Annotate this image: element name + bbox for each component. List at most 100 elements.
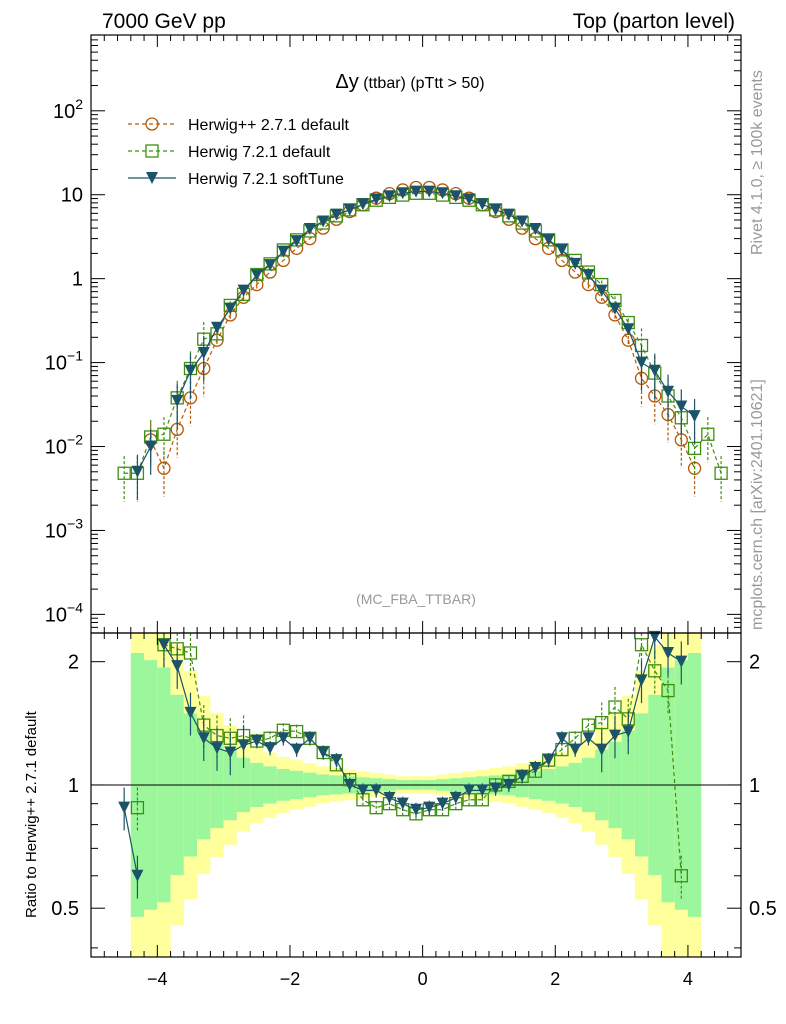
data-point: [516, 215, 529, 228]
y-tick-base: 10: [53, 101, 75, 123]
ratio-point: [476, 784, 489, 797]
data-point: [622, 323, 635, 336]
legend-label-herwigpp: Herwig++ 2.7.1 default: [188, 117, 350, 134]
y-tick-label: 10−2: [45, 432, 83, 459]
ratio-uncertainty-bands: [130, 633, 702, 957]
y-tick-base: 10: [45, 520, 67, 542]
ratio-series-layer: [118, 630, 688, 899]
series-0: [144, 180, 702, 497]
y-tick-exponent: −2: [67, 432, 83, 448]
data-point: [264, 259, 277, 272]
ratio-point: [131, 869, 144, 882]
ratio-point: [542, 754, 555, 767]
ratio-series-1: [118, 630, 688, 899]
ratio-y-tick-label-left: 1: [68, 775, 79, 797]
ratio-y-tick-label-right: 0.5: [749, 898, 777, 920]
data-point: [144, 440, 157, 453]
series-1: [117, 186, 728, 502]
data-point: [383, 190, 396, 203]
y-tick-label: 102: [53, 96, 83, 123]
data-point: [157, 427, 171, 441]
data-point: [131, 465, 144, 478]
ratio-point: [118, 801, 131, 814]
x-tick-label: −2: [280, 969, 301, 989]
data-point: [555, 243, 568, 256]
x-tick-label: 2: [550, 969, 560, 989]
ratio-point: [595, 743, 608, 756]
rivet-version-label: Rivet 4.1.0, ≥ 100k events: [749, 70, 766, 255]
ratio-point: [622, 725, 635, 738]
data-point: [277, 245, 290, 258]
ratio-point: [343, 778, 356, 791]
y-tick-exponent: −4: [67, 599, 83, 615]
ratio-point: [370, 784, 383, 797]
series-line: [150, 186, 696, 470]
header-left-label: 7000 GeV pp: [102, 10, 226, 33]
ratio-point: [595, 715, 609, 730]
ratio-point: [674, 869, 688, 883]
ratio-point: [648, 630, 661, 643]
ratio-point: [330, 754, 343, 767]
data-point: [317, 215, 330, 228]
ratio-point: [356, 784, 369, 797]
ratio-y-tick-label-right: 2: [749, 652, 760, 674]
data-point: [502, 208, 515, 221]
ratio-point: [675, 655, 688, 668]
ratio-point: [396, 797, 409, 810]
ratio-line: [123, 807, 139, 876]
data-point: [171, 394, 184, 407]
legend-item-softtune: Herwig 7.2.1 softTune: [128, 171, 344, 188]
ratio-point: [608, 729, 621, 742]
y-tick-label: 10−1: [45, 348, 83, 375]
ratio-point: [157, 638, 170, 651]
x-tick-label: 4: [683, 969, 693, 989]
y-tick-base: 10: [61, 185, 83, 207]
y-tick-label: 1: [72, 269, 83, 291]
ratio-point: [463, 784, 476, 797]
ratio-ylabel: Ratio to Herwig++ 2.7.1 default: [23, 710, 40, 918]
data-point: [343, 203, 356, 216]
x-tick-label: 0: [418, 969, 428, 989]
ratio-point: [581, 718, 596, 732]
ratio-point: [317, 746, 330, 759]
data-point: [436, 187, 449, 200]
ratio-point: [502, 778, 515, 791]
chart-title: Δy (ttbar) (pTtt > 50): [335, 71, 484, 93]
legend-item-herwigpp: Herwig++ 2.7.1 default: [128, 117, 350, 134]
series-line: [176, 190, 695, 417]
data-point: [423, 185, 436, 198]
legend-item-herwig721: Herwig 7.2.1 default: [128, 144, 331, 161]
data-point: [582, 269, 595, 282]
y-tick-label: 10−4: [45, 599, 83, 626]
data-point: [197, 347, 210, 360]
data-point: [608, 302, 621, 315]
ratio-point: [197, 732, 210, 745]
ratio-point: [661, 683, 675, 698]
ratio-point: [449, 791, 462, 804]
ratio-point: [555, 732, 568, 745]
y-tick-base: 10: [45, 437, 67, 459]
ratio-point: [130, 801, 145, 815]
data-point: [303, 223, 316, 236]
y-tick-label: 10−3: [45, 515, 83, 542]
data-point: [290, 235, 303, 248]
ratio-point: [569, 743, 582, 756]
ratio-point: [423, 801, 436, 814]
ratio-point: [184, 706, 197, 719]
ratio-point: [582, 732, 595, 745]
data-point: [529, 223, 542, 236]
data-point: [370, 193, 383, 206]
data-point: [648, 364, 661, 377]
ratio-point: [211, 742, 224, 755]
data-point: [688, 410, 701, 423]
data-point: [237, 284, 250, 297]
analysis-watermark: (MC_FBA_TTBAR): [356, 591, 476, 607]
y-tick-label: 10: [61, 185, 83, 207]
data-point: [396, 187, 409, 200]
ratio-point: [608, 700, 622, 714]
ratio-point: [224, 746, 237, 759]
data-point: [635, 356, 648, 369]
legend-label-herwig721: Herwig 7.2.1 default: [188, 144, 331, 161]
